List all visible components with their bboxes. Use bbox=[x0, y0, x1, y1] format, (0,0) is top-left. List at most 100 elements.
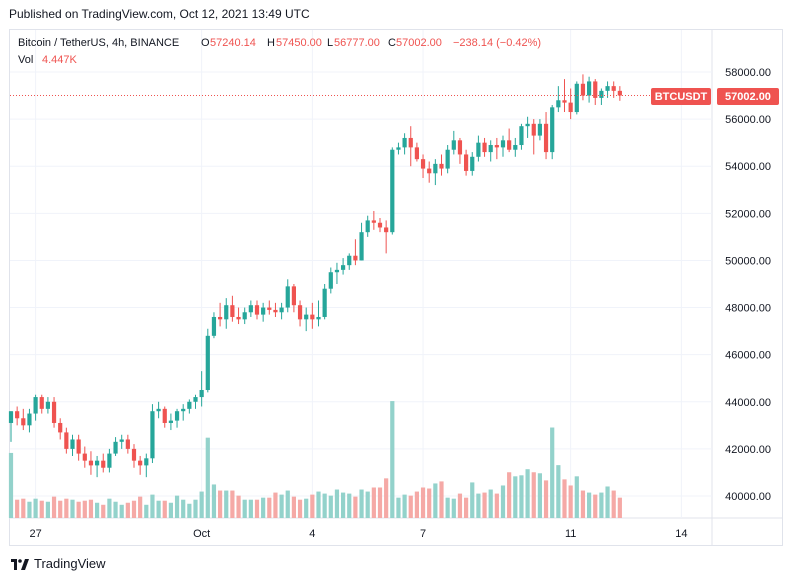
legend: Bitcoin / TetherUS, 4h, BINANCE O 57240.… bbox=[18, 37, 541, 66]
volume-bar bbox=[470, 482, 475, 518]
price-badge-value: 57002.00 bbox=[725, 91, 771, 103]
volume-bar bbox=[341, 492, 346, 518]
volume-bar bbox=[131, 500, 137, 518]
volume-bar bbox=[119, 504, 124, 518]
candle-body bbox=[45, 401, 50, 409]
volume-bar bbox=[316, 491, 321, 518]
volume-bar bbox=[396, 497, 401, 518]
candle-body bbox=[334, 269, 340, 273]
candle-body bbox=[51, 401, 57, 423]
candle-body bbox=[181, 408, 186, 412]
candle-body bbox=[248, 305, 253, 313]
candle-body bbox=[76, 439, 81, 454]
volume-bar bbox=[150, 494, 155, 518]
candle-body bbox=[27, 413, 32, 426]
volume-bar bbox=[218, 490, 223, 518]
candle-body bbox=[377, 222, 383, 228]
candle-body bbox=[593, 81, 598, 98]
x-tick-label: Oct bbox=[193, 528, 210, 540]
volume-bar bbox=[580, 490, 586, 518]
volume-bar bbox=[599, 492, 604, 518]
ticker-badge-bg bbox=[651, 88, 711, 105]
candle-body bbox=[451, 140, 456, 150]
volume-bar bbox=[611, 490, 616, 518]
candle-body bbox=[261, 307, 266, 315]
candle-body bbox=[224, 305, 229, 320]
candle-body bbox=[402, 137, 407, 148]
candle-body bbox=[562, 100, 567, 103]
volume-bar bbox=[39, 500, 44, 518]
candle-body bbox=[8, 411, 14, 423]
volume-bar bbox=[310, 494, 315, 518]
legend-symbol: Bitcoin / TetherUS, 4h, BINANCE bbox=[18, 37, 179, 49]
candle-body bbox=[476, 142, 481, 157]
x-tick-label: 27 bbox=[29, 528, 41, 540]
candle-body bbox=[113, 441, 118, 454]
volume-bar bbox=[107, 498, 112, 518]
candle-body bbox=[439, 163, 444, 169]
x-tick-label: 4 bbox=[309, 528, 315, 540]
candles bbox=[8, 74, 622, 478]
x-tick-label: 7 bbox=[420, 528, 426, 540]
volume-bar bbox=[58, 500, 63, 518]
candle-body bbox=[433, 163, 438, 174]
time-axis: 27 Oct 4 7 11 14 bbox=[29, 528, 687, 540]
volume-bar bbox=[531, 472, 536, 518]
candle-body bbox=[500, 140, 506, 148]
candle-body bbox=[310, 314, 315, 320]
candle-body bbox=[21, 418, 26, 426]
volume-bar bbox=[33, 498, 38, 518]
volume-bar bbox=[439, 481, 444, 518]
legend-high-label: H bbox=[267, 37, 275, 49]
volume-bar bbox=[113, 501, 118, 518]
candle-body bbox=[82, 453, 87, 461]
candle-body bbox=[242, 312, 247, 320]
legend-low: 56777.00 bbox=[334, 37, 380, 49]
candle-body bbox=[15, 411, 20, 419]
volume-bar bbox=[519, 475, 524, 518]
candle-body bbox=[88, 460, 94, 466]
volume-bar bbox=[550, 427, 555, 518]
volume-bar bbox=[8, 452, 14, 518]
ticker-badge: BTCUSDT bbox=[655, 91, 708, 103]
volume-bar bbox=[27, 501, 32, 518]
legend-change: −238.14 (−0.42%) bbox=[453, 37, 541, 49]
candle-body bbox=[587, 81, 592, 96]
candle-body bbox=[408, 137, 413, 148]
candle-body bbox=[162, 408, 167, 423]
volume-bar bbox=[21, 498, 26, 518]
volume-bar bbox=[525, 469, 530, 518]
y-tick-label: 58000.00 bbox=[725, 67, 771, 79]
candle-body bbox=[525, 123, 530, 127]
candle-body bbox=[64, 432, 69, 449]
candle-body bbox=[291, 286, 296, 306]
candle-body bbox=[328, 272, 333, 289]
candle-body bbox=[168, 420, 173, 423]
volume-bar bbox=[168, 502, 173, 518]
volume-bar bbox=[359, 489, 364, 518]
candle-body bbox=[507, 140, 512, 150]
candle-body bbox=[519, 126, 524, 146]
candle-body bbox=[218, 316, 223, 320]
candle-body bbox=[279, 307, 284, 313]
volume-bar bbox=[279, 494, 284, 518]
volume-bar bbox=[513, 476, 518, 518]
candle-body bbox=[304, 314, 309, 320]
candle-body bbox=[617, 90, 622, 96]
volume-bar bbox=[248, 499, 253, 518]
candle-body bbox=[396, 147, 401, 150]
volume-bar bbox=[261, 497, 266, 518]
volume-bar bbox=[617, 497, 622, 518]
legend-high: 57450.00 bbox=[276, 37, 322, 49]
published-line: Published on TradingView.com, Oct 12, 20… bbox=[9, 7, 310, 21]
candle-body bbox=[353, 255, 358, 261]
volume-bar bbox=[353, 496, 358, 518]
tradingview-logo[interactable]: TradingView bbox=[10, 556, 106, 571]
volume-bar bbox=[304, 498, 309, 518]
volume-bar bbox=[537, 473, 542, 518]
candle-body bbox=[193, 397, 198, 402]
volume-bar bbox=[64, 498, 69, 518]
candle-body bbox=[414, 147, 419, 160]
volume-bar bbox=[273, 492, 278, 518]
